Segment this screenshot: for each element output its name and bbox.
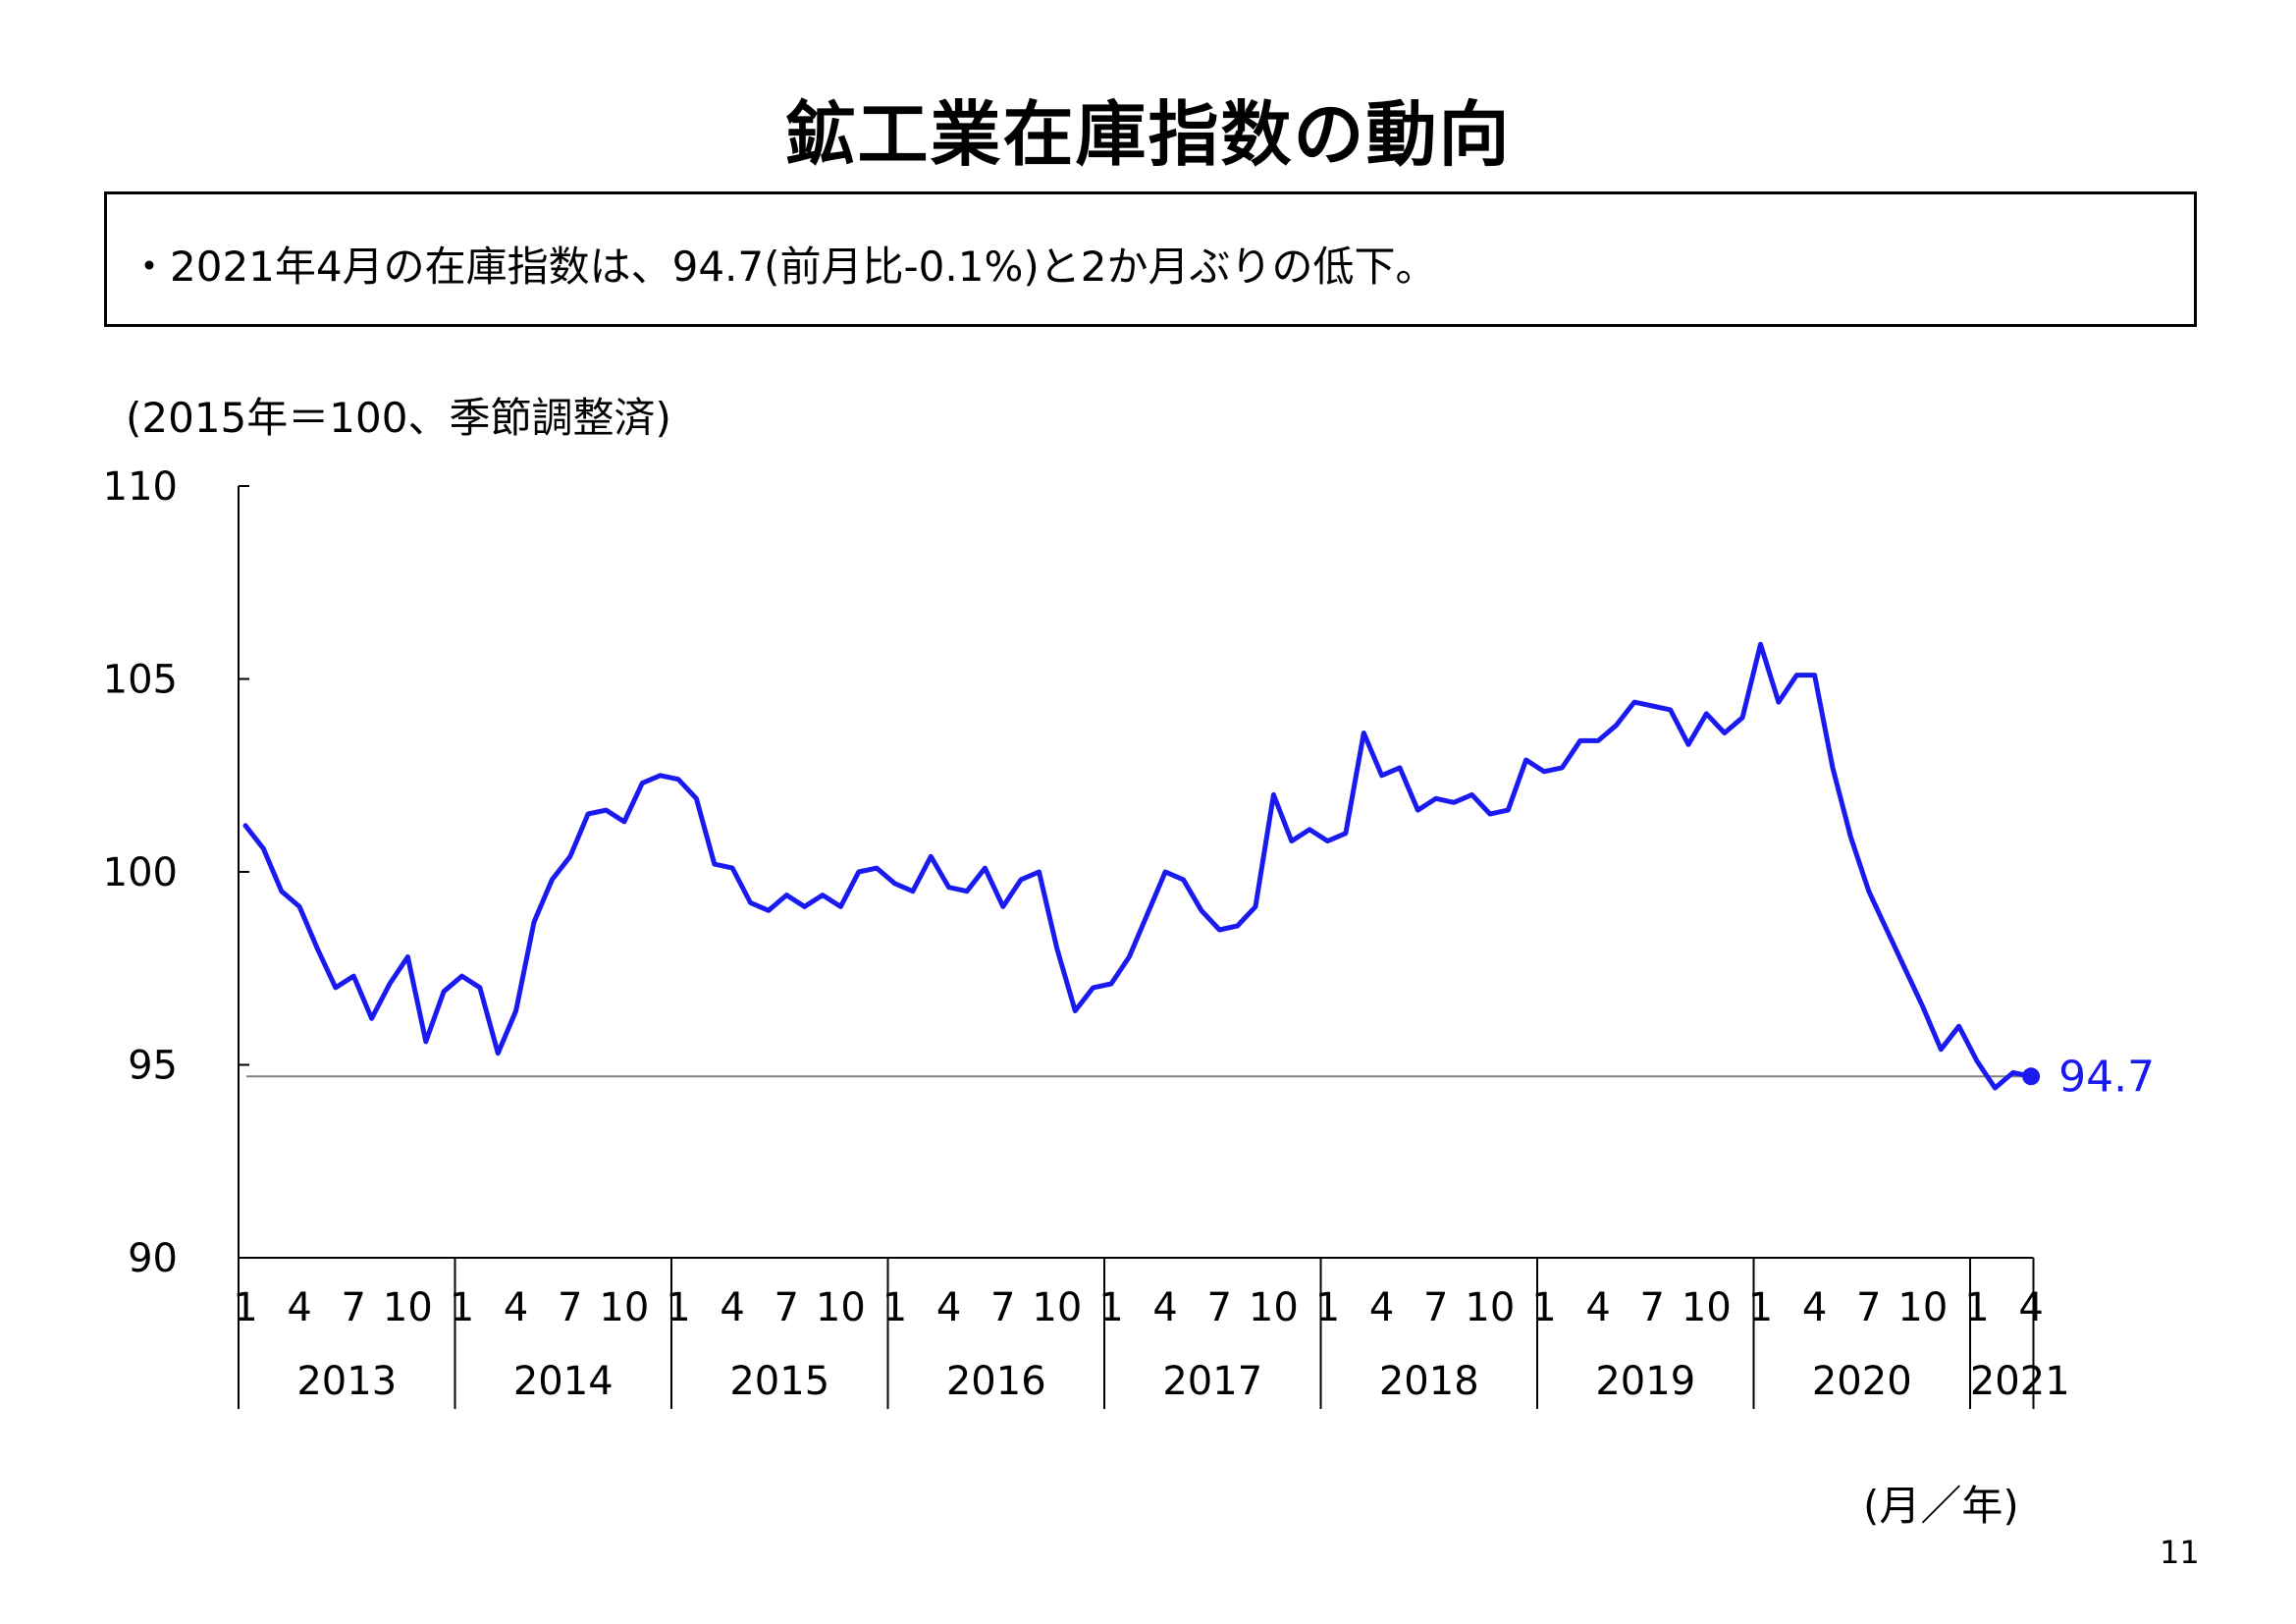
x-month-label: 7 (342, 1285, 366, 1330)
x-month-label: 10 (1032, 1285, 1082, 1330)
y-tick-label: 95 (128, 1044, 178, 1089)
x-year-label: 2015 (729, 1359, 829, 1404)
x-month-label: 7 (990, 1285, 1015, 1330)
x-year-label: 2018 (1379, 1359, 1479, 1404)
y-unit-note: (2015年＝100、季節調整済) (126, 394, 671, 442)
x-month-label: 4 (1152, 1285, 1177, 1330)
x-unit-note: (月／年) (1863, 1482, 2019, 1530)
x-year-label: 2021 (1970, 1359, 2070, 1404)
x-year-label: 2016 (946, 1359, 1046, 1404)
x-month-label: 4 (2018, 1285, 2043, 1330)
x-month-label: 7 (1640, 1285, 1665, 1330)
x-month-label: 4 (1802, 1285, 1827, 1330)
x-year-label: 2013 (296, 1359, 397, 1404)
x-month-label: 1 (233, 1285, 257, 1330)
y-tick-label: 110 (103, 464, 178, 510)
x-month-label: 4 (287, 1285, 311, 1330)
x-month-label: 1 (1098, 1285, 1123, 1330)
page-number: 11 (2160, 1534, 2200, 1571)
last-point-marker (2022, 1067, 2041, 1086)
summary-box: ・2021年4月の在庫指数は、94.7(前月比-0.1%)と2か月ぶりの低下。 (104, 191, 2197, 327)
x-year-label: 2017 (1162, 1359, 1262, 1404)
page-title: 鉱工業在庫指数の動向 (784, 93, 1512, 176)
x-year-label: 2020 (1812, 1359, 1912, 1404)
summary-text: ・2021年4月の在庫指数は、94.7(前月比-0.1%)と2か月ぶりの低下。 (129, 243, 1437, 291)
x-month-label: 1 (882, 1285, 907, 1330)
x-month-label: 10 (1249, 1285, 1299, 1330)
series-line (242, 641, 2034, 1091)
x-month-label: 4 (936, 1285, 961, 1330)
x-month-label: 7 (1423, 1285, 1448, 1330)
x-month-label: 1 (1315, 1285, 1340, 1330)
x-month-label: 1 (666, 1285, 690, 1330)
x-month-label: 7 (1856, 1285, 1881, 1330)
y-tick-label: 90 (128, 1236, 178, 1281)
y-tick-label: 100 (103, 850, 178, 895)
x-month-label: 1 (1964, 1285, 1989, 1330)
x-month-label: 4 (720, 1285, 744, 1330)
x-month-label: 10 (816, 1285, 866, 1330)
x-month-label: 10 (1682, 1285, 1732, 1330)
x-month-label: 10 (599, 1285, 649, 1330)
x-month-label: 10 (1465, 1285, 1515, 1330)
x-month-label: 4 (1369, 1285, 1394, 1330)
x-month-label: 1 (1531, 1285, 1556, 1330)
last-value-label: 94.7 (2058, 1052, 2155, 1102)
x-month-label: 7 (1207, 1285, 1232, 1330)
x-month-label: 7 (558, 1285, 582, 1330)
y-tick-label: 105 (103, 658, 178, 703)
x-month-label: 1 (1748, 1285, 1773, 1330)
x-month-label: 4 (504, 1285, 528, 1330)
x-month-label: 4 (1585, 1285, 1610, 1330)
x-year-label: 2014 (513, 1359, 614, 1404)
x-year-label: 2019 (1595, 1359, 1695, 1404)
x-month-label: 10 (383, 1285, 433, 1330)
x-month-label: 7 (774, 1285, 799, 1330)
x-month-label: 1 (450, 1285, 474, 1330)
x-month-label: 10 (1897, 1285, 1948, 1330)
